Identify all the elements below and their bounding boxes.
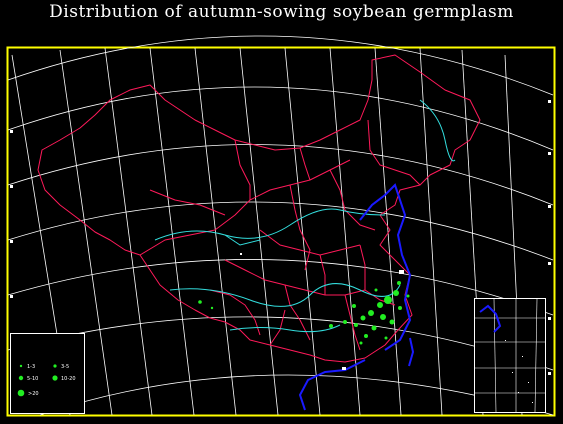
germplasm-point [352,304,356,308]
germplasm-point [371,325,377,331]
germplasm-point [393,290,399,296]
city-marker [240,253,242,255]
germplasm-point [343,320,347,324]
legend-label: 1-3 [27,364,35,370]
germplasm-point [397,281,401,285]
germplasm-point [384,296,392,304]
legend-symbol [17,389,25,397]
germplasm-point [398,306,402,310]
germplasm-point [360,315,366,321]
germplasm-point [374,288,378,292]
germplasm-point [368,310,374,316]
rivers [154,99,456,333]
legend-label: 5-10 [27,376,38,382]
legend-symbol [52,375,58,381]
germplasm-point [359,341,363,345]
legend-item: 10-20 [52,375,76,382]
germplasm-point [389,319,395,325]
legend-item: >20 [17,389,39,397]
germplasm-point [354,323,358,327]
legend-item: 3-5 [53,364,69,370]
inset-map [474,298,546,413]
legend-item: 1-3 [19,364,35,370]
legend: 1-3 3-5 5-10 10-20 >20 [10,333,85,414]
germplasm-points [198,281,410,345]
germplasm-point [377,302,383,308]
legend-symbol [18,375,24,381]
germplasm-point [406,294,410,298]
legend-label: 3-5 [61,364,69,370]
germplasm-point [384,336,388,340]
city-marker [399,270,404,274]
frame-ticks [10,100,551,375]
germplasm-point [210,306,214,310]
legend-symbol [53,364,57,368]
province-borders [37,54,481,363]
map-title: Distribution of autumn-sowing soybean ge… [49,2,514,22]
graticule [7,35,554,416]
germplasm-point [364,334,368,338]
city-markers [240,253,404,370]
legend-label: >20 [28,391,39,397]
germplasm-point [329,324,333,328]
legend-item: 5-10 [18,375,38,382]
legend-symbol [19,364,23,368]
germplasm-point [380,314,386,320]
map-frame [6,46,556,417]
legend-label: 10-20 [61,376,76,382]
germplasm-point [198,300,202,304]
city-marker [342,367,346,370]
